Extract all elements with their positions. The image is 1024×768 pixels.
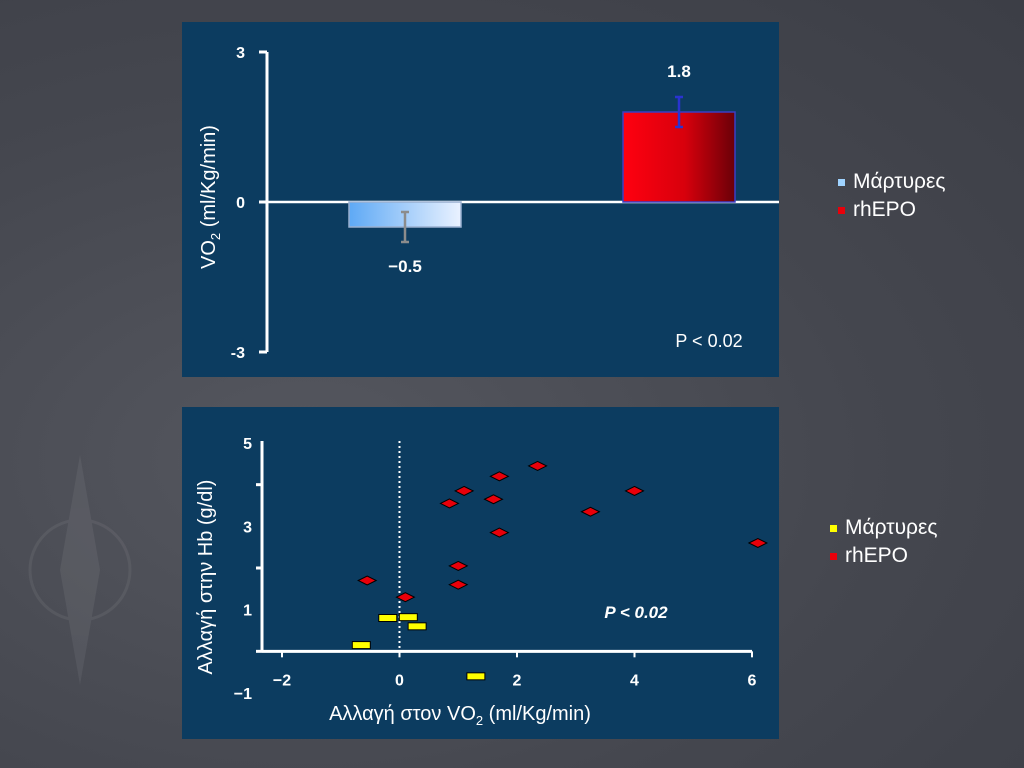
legend-item-rhepo: rhEPO [838, 196, 946, 224]
legend-swatch [830, 524, 837, 532]
x-tick-label: 2 [513, 672, 522, 689]
data-point-controls [398, 613, 418, 622]
legend-label: rhEPO [845, 544, 909, 567]
data-point-rhepo [439, 498, 460, 509]
data-point-rhepo [624, 485, 645, 496]
data-point-rhepo [357, 575, 378, 586]
data-point-rhepo [448, 560, 469, 571]
data-point-rhepo [747, 537, 768, 549]
x-tick-label: 4 [630, 672, 639, 689]
data-point-rhepo [527, 460, 548, 471]
y-tick-label: -3 [231, 345, 245, 362]
data-point-rhepo [448, 579, 469, 590]
p-value-annotation: P < 0.02 [604, 603, 668, 622]
data-point-rhepo [489, 527, 510, 538]
bar-value-label: 1.8 [667, 62, 691, 81]
legend-label: Μάρτυρες [845, 516, 938, 539]
y-tick-label: 3 [236, 45, 245, 62]
data-point-controls [351, 641, 371, 650]
bar-value-label: −0.5 [388, 257, 422, 276]
scatter-chart: 5 3 1 −1 −2 0 2 4 6 Αλλαγή στην Hb (g/dl) Αλλαγή… [195, 436, 768, 728]
bar-chart-panel: 3 0 -3 −0.5 1.8 VO2 (ml/Kg/min) P < 0.02 [182, 22, 779, 377]
bar-chart: 3 0 -3 −0.5 1.8 VO2 (ml/Kg/min) P < 0.02 [198, 45, 779, 362]
legend-swatch [838, 178, 845, 186]
data-point-rhepo [489, 471, 510, 482]
p-value-annotation: P < 0.02 [675, 331, 742, 351]
data-point-rhepo [580, 506, 601, 517]
legend-label: Μάρτυρες [853, 170, 946, 193]
data-point-rhepo [454, 485, 475, 496]
legend-item-rhepo: rhEPO [830, 542, 938, 570]
y-axis-label: Αλλαγή στην Hb (g/dl) [195, 480, 217, 675]
x-tick-label: 0 [395, 672, 404, 689]
legend-swatch [830, 552, 837, 560]
data-point-controls [466, 672, 486, 681]
x-tick-label: 6 [748, 672, 757, 689]
y-tick-label: −1 [234, 686, 252, 703]
scatter-chart-legend: Μάρτυρες rhEPO [830, 514, 938, 570]
legend-item-controls: Μάρτυρες [830, 514, 938, 542]
legend-item-controls: Μάρτυρες [838, 168, 946, 196]
data-point-rhepo [483, 494, 504, 505]
bar-chart-legend: Μάρτυρες rhEPO [838, 168, 946, 224]
data-point-rhepo [395, 592, 416, 603]
legend-swatch [838, 206, 845, 214]
data-point-controls [407, 622, 427, 631]
y-axis-label: VO2 (ml/Kg/min) [198, 125, 223, 269]
legend-label: rhEPO [853, 198, 917, 221]
y-tick-label: 5 [243, 436, 252, 453]
y-tick-label: 1 [243, 603, 252, 620]
y-tick-label: 3 [243, 519, 252, 536]
data-point-controls [378, 614, 398, 622]
compass-watermark-icon [28, 455, 132, 685]
scatter-chart-panel: 5 3 1 −1 −2 0 2 4 6 Αλλαγή στην Hb (g/dl) Αλλαγή… [182, 407, 779, 739]
x-axis-label: Αλλαγή στον VO2 (ml/Kg/min) [329, 703, 591, 728]
x-tick-label: −2 [273, 672, 291, 689]
y-tick-label: 0 [236, 195, 245, 212]
